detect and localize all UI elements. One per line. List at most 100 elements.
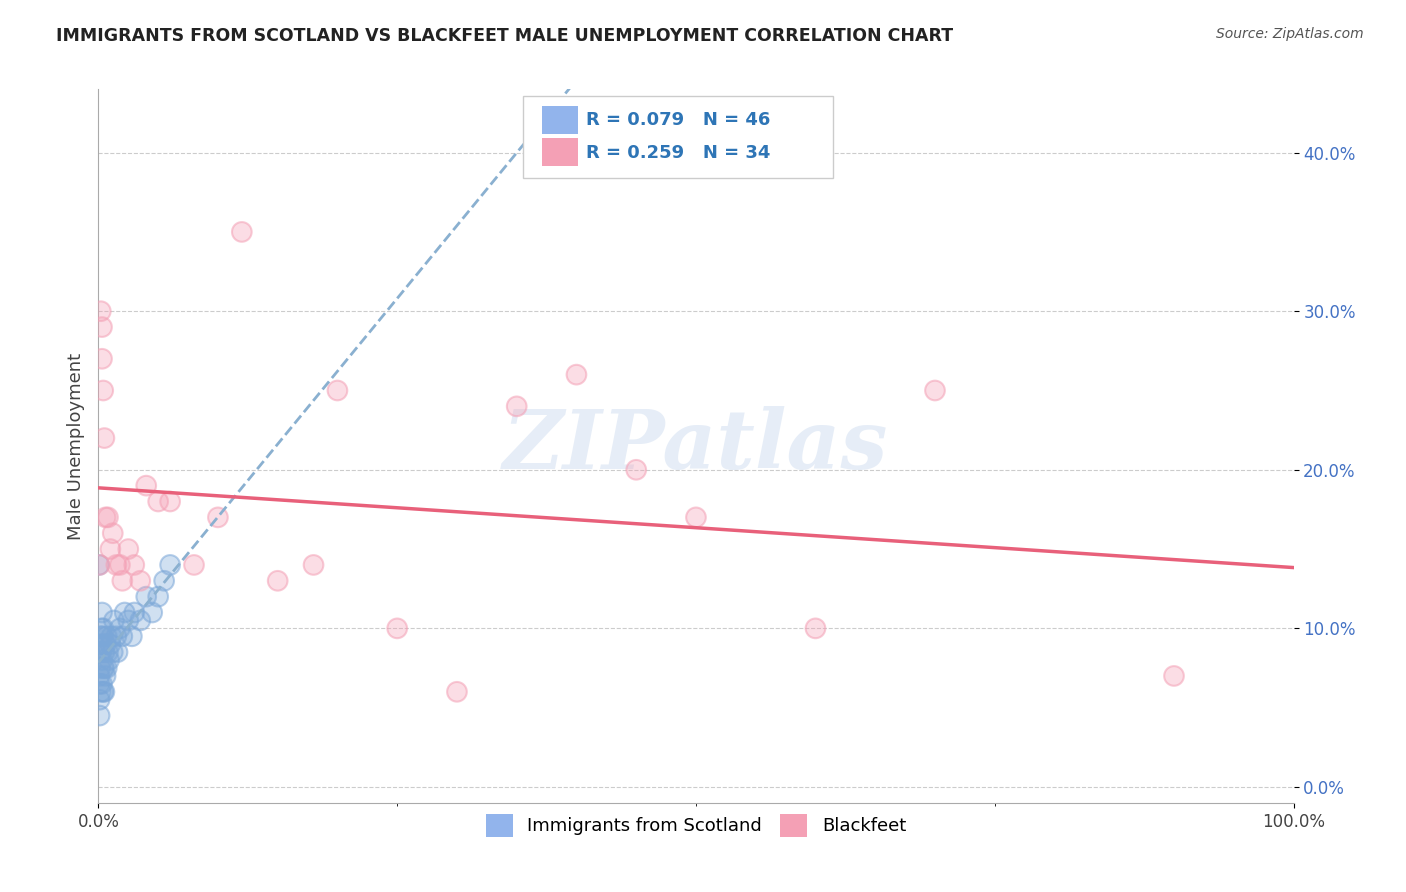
Point [129, 614, 152, 628]
Point [89, 692, 111, 706]
Point [114, 606, 136, 620]
Point [90, 629, 112, 643]
Point [96, 629, 118, 643]
Point [107, 645, 129, 659]
Point [96, 661, 118, 675]
Legend: Immigrants from Scotland, Blackfeet: Immigrants from Scotland, Blackfeet [478, 807, 914, 844]
Point [91, 677, 114, 691]
Point [124, 606, 146, 620]
Point [96, 661, 118, 675]
Point [135, 478, 157, 492]
Point [207, 510, 229, 524]
Point [89, 708, 111, 723]
Point [924, 384, 946, 398]
Point [90, 645, 112, 659]
Point [91, 629, 114, 643]
Point [148, 494, 170, 508]
Point [121, 629, 143, 643]
Point [105, 558, 128, 572]
Point [90, 304, 112, 318]
Point [108, 558, 131, 572]
Point [93, 661, 115, 675]
Point [94, 637, 117, 651]
Point [114, 606, 136, 620]
FancyBboxPatch shape [523, 96, 834, 178]
Point [153, 574, 176, 588]
Point [385, 621, 409, 635]
Point [105, 558, 128, 572]
Point [565, 368, 588, 382]
Point [91, 606, 114, 620]
Point [93, 645, 115, 659]
Point [148, 494, 170, 508]
Point [924, 384, 946, 398]
Point [124, 558, 146, 572]
Point [90, 685, 112, 699]
Point [148, 590, 170, 604]
Point [141, 606, 163, 620]
Point [804, 621, 827, 635]
Point [148, 590, 170, 604]
Point [87, 558, 110, 572]
Text: ZIPatlas: ZIPatlas [503, 406, 889, 486]
Point [506, 400, 529, 414]
Point [446, 685, 468, 699]
Point [626, 463, 648, 477]
Point [94, 669, 117, 683]
Point [89, 661, 111, 675]
Point [98, 653, 121, 667]
Point [121, 629, 143, 643]
Point [302, 558, 325, 572]
Point [91, 637, 114, 651]
Point [91, 621, 114, 635]
Point [91, 351, 114, 366]
Point [97, 510, 120, 524]
Point [90, 304, 112, 318]
Point [111, 574, 134, 588]
Point [93, 661, 115, 675]
Point [91, 621, 114, 635]
Point [89, 692, 111, 706]
Point [93, 431, 115, 445]
Point [90, 685, 112, 699]
Y-axis label: Male Unemployment: Male Unemployment [66, 352, 84, 540]
Point [90, 621, 112, 635]
Point [159, 558, 181, 572]
Point [685, 510, 707, 524]
Point [117, 614, 139, 628]
Point [111, 629, 134, 643]
Point [129, 574, 152, 588]
Point [108, 621, 131, 635]
Point [90, 629, 112, 643]
Point [326, 384, 349, 398]
Point [626, 463, 648, 477]
Point [94, 510, 117, 524]
Point [135, 590, 157, 604]
Point [267, 574, 290, 588]
Text: Source: ZipAtlas.com: Source: ZipAtlas.com [1216, 27, 1364, 41]
Point [89, 637, 111, 651]
Point [135, 590, 157, 604]
Point [183, 558, 205, 572]
Point [97, 645, 120, 659]
Point [231, 225, 253, 239]
Point [89, 677, 111, 691]
Point [135, 478, 157, 492]
Point [94, 637, 117, 651]
Point [91, 653, 114, 667]
Point [101, 645, 124, 659]
Text: IMMIGRANTS FROM SCOTLAND VS BLACKFEET MALE UNEMPLOYMENT CORRELATION CHART: IMMIGRANTS FROM SCOTLAND VS BLACKFEET MA… [56, 27, 953, 45]
Point [98, 542, 122, 557]
Point [446, 685, 468, 699]
Point [107, 645, 129, 659]
Point [159, 494, 181, 508]
Point [117, 542, 139, 557]
Point [89, 677, 111, 691]
Point [111, 629, 134, 643]
Point [101, 645, 124, 659]
Point [98, 542, 122, 557]
Text: R = 0.079   N = 46: R = 0.079 N = 46 [586, 111, 770, 128]
Point [103, 614, 125, 628]
Point [89, 558, 111, 572]
Point [97, 645, 120, 659]
